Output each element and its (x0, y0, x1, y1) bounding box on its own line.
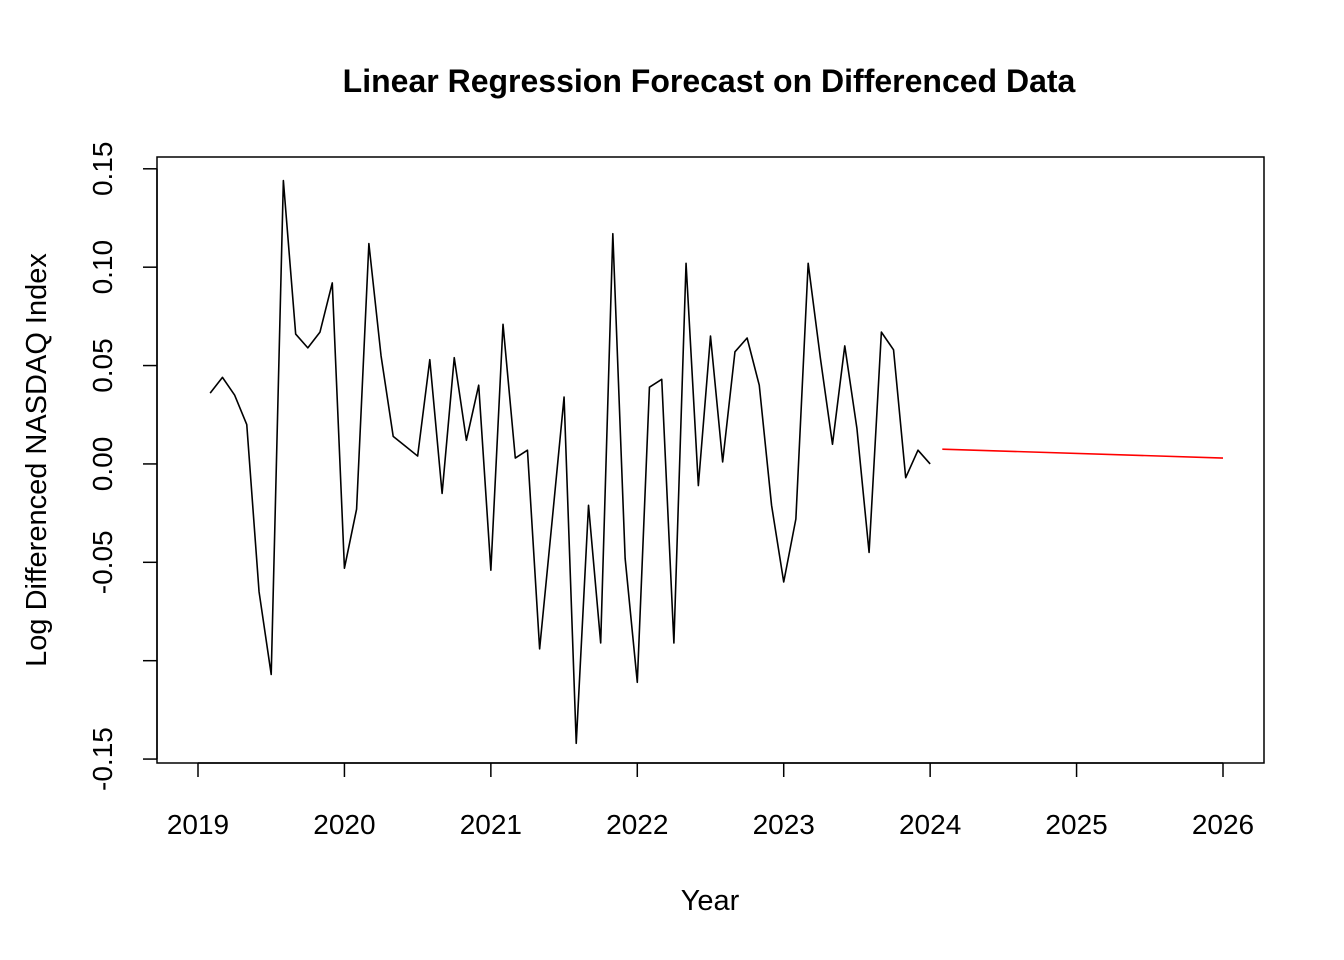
x-tick-label: 2022 (606, 809, 668, 840)
y-tick-label: 0.15 (87, 142, 118, 197)
x-tick-label: 2026 (1192, 809, 1254, 840)
x-tick-label: 2021 (460, 809, 522, 840)
plot-frame (156, 156, 1265, 764)
y-axis-label: Log Differenced NASDAQ Index (21, 253, 53, 667)
y-tick-label: 0.10 (87, 240, 118, 295)
series-line-forecast (942, 448, 1224, 459)
series-layer (209, 179, 1224, 745)
y-tick-label: 0.00 (87, 437, 118, 492)
x-tick-label: 2020 (313, 809, 375, 840)
y-tick-label: -0.15 (87, 727, 118, 791)
series-line-observed (209, 179, 931, 745)
x-tick-label: 2024 (899, 809, 961, 840)
x-tick-label: 2023 (753, 809, 815, 840)
chart-title: Linear Regression Forecast on Difference… (343, 63, 1076, 99)
x-axis-label: Year (681, 885, 740, 917)
y-axis: -0.15 -0.05 0.00 0.05 0.10 0.15 (87, 142, 158, 791)
x-axis: 2019 2020 2021 2022 2023 2024 2025 2026 (167, 762, 1254, 840)
x-tick-label: 2019 (167, 809, 229, 840)
x-tick-label: 2025 (1045, 809, 1107, 840)
y-tick-label: -0.05 (87, 530, 118, 594)
y-tick-label: 0.05 (87, 338, 118, 393)
